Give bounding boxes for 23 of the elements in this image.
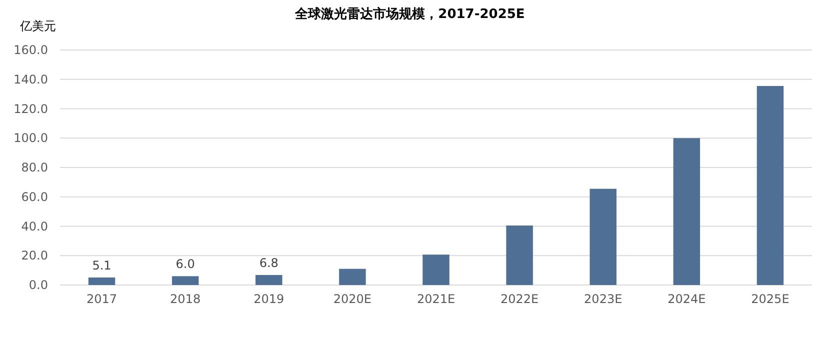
value-label: 6.8 <box>259 256 278 270</box>
ytick: 160.0 <box>14 43 48 57</box>
ytick: 0.0 <box>28 278 48 292</box>
ytick: 120.0 <box>14 102 48 116</box>
ytick: 80.0 <box>21 160 48 174</box>
xtick: 2021E <box>416 292 456 306</box>
xtick: 2022E <box>500 292 539 306</box>
xtick: 2025E <box>751 292 790 306</box>
value-label: 5.1 <box>92 258 112 272</box>
xtick: 2019 <box>254 292 284 306</box>
xtick: 2024E <box>668 292 706 306</box>
ytick: 140.0 <box>14 72 48 86</box>
value-label: 6.0 <box>176 257 195 272</box>
xtick: 2018 <box>170 292 201 306</box>
ytick: 60.0 <box>21 190 48 204</box>
ytick: 100.0 <box>14 131 48 146</box>
ytick: 40.0 <box>21 219 48 234</box>
xtick: 2020E <box>333 292 372 306</box>
title: 全球激光雷达市场规模，2017-2025E <box>295 7 525 22</box>
xtick: 2023E <box>584 292 622 306</box>
xtick: 2017 <box>86 292 118 306</box>
ylabel: 亿美元 <box>20 19 56 33</box>
ytick: 20.0 <box>21 248 48 263</box>
